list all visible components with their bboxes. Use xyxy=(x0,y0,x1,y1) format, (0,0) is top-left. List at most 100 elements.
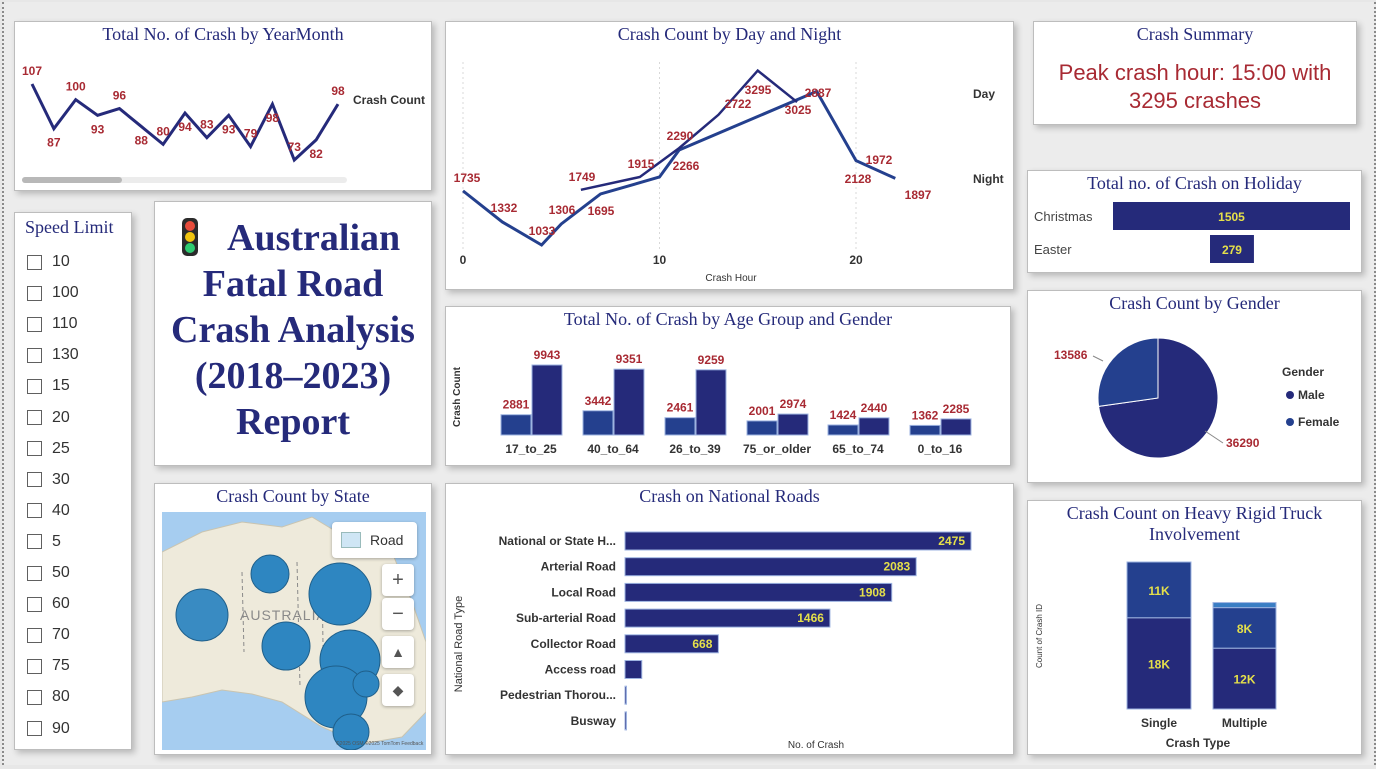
speed-limit-option[interactable]: 50 xyxy=(27,562,70,584)
state-bubble-qld[interactable] xyxy=(308,562,372,626)
truck-category-label: Single xyxy=(1141,716,1177,730)
age-gender-bar[interactable] xyxy=(582,410,614,436)
truck-bar-extra[interactable] xyxy=(1212,602,1277,609)
map-compass-icon[interactable]: ◆ xyxy=(382,674,414,706)
speed-limit-option[interactable]: 25 xyxy=(27,438,70,460)
checkbox-icon[interactable] xyxy=(27,378,42,394)
checkbox-icon[interactable] xyxy=(27,689,42,705)
checkbox-icon[interactable] xyxy=(27,565,42,581)
checkbox-icon[interactable] xyxy=(27,721,42,736)
national-roads-bar[interactable] xyxy=(624,582,893,602)
speed-limit-slicer: Speed Limit 10 100 110 130 15 20 25 30 40 5 50 60 70… xyxy=(14,212,132,750)
age-gender-data-label: 2974 xyxy=(780,397,807,411)
speed-limit-option[interactable]: 90 xyxy=(27,718,70,740)
state-map[interactable]: AUSTRALIA ©2025 OSM ©2025 TomTom Feedbac… xyxy=(162,512,426,750)
speed-limit-option[interactable]: 80 xyxy=(27,686,70,708)
age-gender-card: Total No. of Crash by Age Group and Gend… xyxy=(445,306,1011,466)
national-roads-category-label: Sub-arterial Road xyxy=(516,611,616,625)
truck-bar-bottom[interactable] xyxy=(1212,647,1277,710)
state-bubble-wa[interactable] xyxy=(175,588,229,642)
age-gender-bar[interactable] xyxy=(777,413,809,436)
checkbox-icon[interactable] xyxy=(27,627,42,643)
state-bubble-tas[interactable] xyxy=(332,713,370,750)
map-style-label: Road xyxy=(370,532,404,548)
checkbox-icon[interactable] xyxy=(27,658,42,674)
age-gender-bar[interactable] xyxy=(531,364,563,436)
speed-limit-option-label: 130 xyxy=(52,346,79,364)
speed-limit-option[interactable]: 20 xyxy=(27,407,70,429)
speed-limit-option[interactable]: 30 xyxy=(27,469,70,491)
truck-card: Crash Count on Heavy Rigid Truck Involve… xyxy=(1027,500,1362,755)
checkbox-icon[interactable] xyxy=(27,503,42,519)
checkbox-icon[interactable] xyxy=(27,316,42,332)
national-roads-bar[interactable] xyxy=(624,660,643,679)
truck-bar-top[interactable] xyxy=(1126,561,1192,619)
truck-category-label: Multiple xyxy=(1222,716,1268,730)
speed-limit-option[interactable]: 100 xyxy=(27,282,79,304)
holiday-bar[interactable] xyxy=(1113,202,1350,230)
national-roads-category-label: Access road xyxy=(545,663,616,677)
age-gender-bar[interactable] xyxy=(695,369,727,436)
national-roads-bar[interactable] xyxy=(624,685,627,705)
speed-limit-option[interactable]: 130 xyxy=(27,344,79,366)
speed-limit-option[interactable]: 60 xyxy=(27,593,70,615)
map-zoom-out-button[interactable]: − xyxy=(382,598,414,630)
speed-limit-option-label: 80 xyxy=(52,688,70,706)
age-gender-bar[interactable] xyxy=(909,424,941,436)
checkbox-icon[interactable] xyxy=(27,410,42,425)
age-gender-data-label: 9351 xyxy=(616,352,643,366)
checkbox-icon[interactable] xyxy=(27,441,42,457)
map-zoom-in-button[interactable]: + xyxy=(382,564,414,596)
state-bubble-sa[interactable] xyxy=(261,621,311,671)
national-roads-category-label: Busway xyxy=(571,714,617,728)
national-roads-bar[interactable] xyxy=(624,634,719,654)
age-gender-bar[interactable] xyxy=(858,417,890,436)
age-gender-bar[interactable] xyxy=(500,414,532,436)
legend-day: Day xyxy=(973,87,995,101)
national-roads-title: Crash on National Roads xyxy=(639,486,820,506)
map-country-label: AUSTRALIA xyxy=(240,607,327,623)
checkbox-icon[interactable] xyxy=(27,534,42,550)
national-roads-bar[interactable] xyxy=(624,711,627,731)
day-night-data-label: 3025 xyxy=(785,103,812,117)
age-gender-bar[interactable] xyxy=(940,418,972,436)
age-gender-data-label: 2461 xyxy=(667,401,694,415)
national-roads-bar[interactable] xyxy=(624,557,917,577)
legend-male-marker xyxy=(1286,391,1294,399)
checkbox-icon[interactable] xyxy=(27,472,42,488)
day-night-data-label: 2128 xyxy=(845,172,872,186)
state-bubble-nt[interactable] xyxy=(250,554,290,594)
age-gender-category-label: 65_to_74 xyxy=(832,442,884,456)
yearmonth-data-label: 100 xyxy=(66,80,86,94)
age-gender-bar[interactable] xyxy=(827,424,859,436)
speed-limit-option[interactable]: 70 xyxy=(27,624,70,646)
truck-bar-top[interactable] xyxy=(1212,607,1277,649)
yearmonth-line xyxy=(30,83,340,163)
speed-limit-option-label: 90 xyxy=(52,719,70,737)
age-gender-bar[interactable] xyxy=(613,368,645,436)
yearmonth-scrollbar-thumb[interactable] xyxy=(22,177,122,183)
truck-bar-bottom[interactable] xyxy=(1126,617,1192,710)
age-gender-bar[interactable] xyxy=(664,417,696,436)
checkbox-icon[interactable] xyxy=(27,596,42,612)
map-style-button[interactable]: Road xyxy=(332,522,417,558)
state-bubble-act[interactable] xyxy=(352,670,380,698)
national-roads-value-label: 1908 xyxy=(859,585,886,599)
checkbox-icon[interactable] xyxy=(27,285,42,301)
gender-pie-slice[interactable] xyxy=(1097,337,1159,407)
checkbox-icon[interactable] xyxy=(27,347,42,363)
holiday-bar[interactable] xyxy=(1210,235,1254,263)
speed-limit-option[interactable]: 75 xyxy=(27,655,70,677)
checkbox-icon[interactable] xyxy=(27,254,42,270)
day-night-x-tick: 10 xyxy=(653,253,667,267)
speed-limit-option[interactable]: 15 xyxy=(27,375,70,397)
age-gender-bar[interactable] xyxy=(746,420,778,436)
day-night-data-label: 1332 xyxy=(491,201,518,215)
speed-limit-option[interactable]: 5 xyxy=(27,531,61,553)
national-roads-bar[interactable] xyxy=(624,531,972,551)
national-roads-bar[interactable] xyxy=(624,608,831,628)
speed-limit-option[interactable]: 40 xyxy=(27,500,70,522)
speed-limit-option[interactable]: 110 xyxy=(27,313,78,335)
map-tilt-icon[interactable]: ▲ xyxy=(382,636,414,668)
speed-limit-option[interactable]: 10 xyxy=(27,251,70,273)
